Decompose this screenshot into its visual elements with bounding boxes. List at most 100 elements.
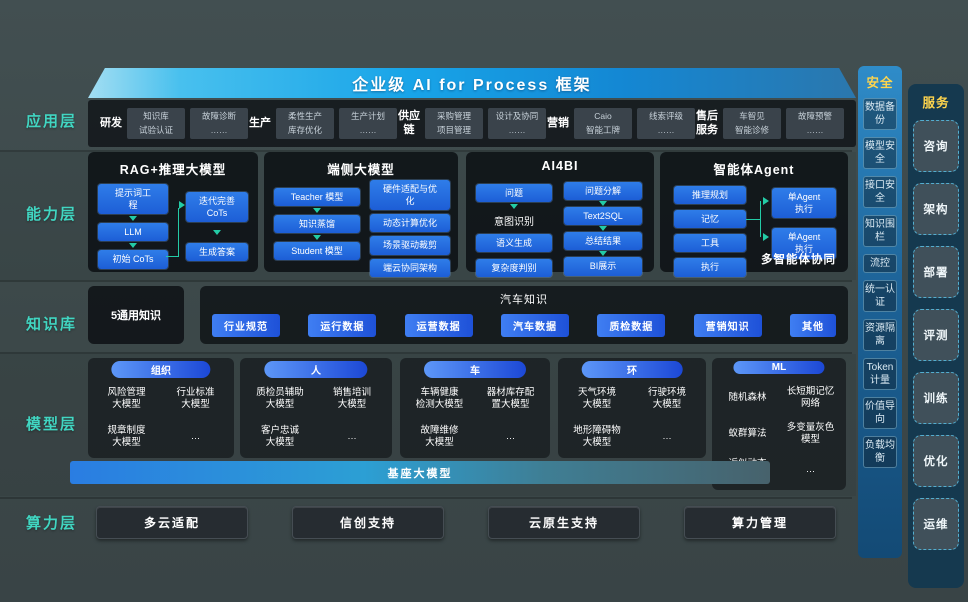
model-item: … xyxy=(805,463,816,475)
model-item: 行驶环境 大模型 xyxy=(647,386,686,410)
security-item: 模型安全 xyxy=(863,137,897,169)
cap-panel-edge-model: 端侧大模型 Teacher 模型 知识蒸馏 Student 模型 硬件适配与优 … xyxy=(264,152,458,277)
flow-box: 记忆 xyxy=(674,210,746,229)
service-header: 服务 xyxy=(922,96,950,110)
flow-box: 复杂度判别 xyxy=(476,259,552,278)
cap-panel-title: 端侧大模型 xyxy=(327,163,395,177)
model-item: 规章制度 大模型 xyxy=(107,424,146,448)
security-item: 价值导向 xyxy=(863,397,897,429)
app-group-name: 售后 服务 xyxy=(696,110,718,136)
arrow-down-icon xyxy=(313,208,321,214)
framework-title-banner: 企业级 AI for Process 框架 xyxy=(88,68,856,98)
arrow-down-icon xyxy=(599,201,607,207)
arrow-down-icon xyxy=(599,251,607,257)
model-group-organization: 组织 风险管理 大模型 行业标准 大模型 规章制度 大模型 … xyxy=(88,358,234,458)
app-feature-box: 故障诊断 …… xyxy=(190,108,248,139)
model-item: 随机森林 xyxy=(728,391,767,403)
ai4bi-left-column: 问题 意图识别 语义生成 复杂度判别 xyxy=(476,184,552,278)
cap-panel-rag: RAG+推理大模型 提示词工 程 LLM 初始 CoTs 迭代完善 CoTs 生… xyxy=(88,152,258,272)
service-item: 训练 xyxy=(913,372,959,424)
flow-box: 硬件适配与优 化 xyxy=(370,180,450,211)
app-group-supply-chain: 供应 链 采购管理 项目管理 设计及协同 …… xyxy=(398,108,546,139)
knowledge-pill: 行业规范 xyxy=(212,314,280,337)
model-item: 行业标准 大模型 xyxy=(176,386,215,410)
flow-box: 问题分解 xyxy=(564,182,642,201)
arrow-down-icon xyxy=(599,226,607,232)
service-item: 咨询 xyxy=(913,120,959,172)
knowledge-pill: 运营数据 xyxy=(404,314,473,337)
compute-button-xinchuang: 信创支持 xyxy=(292,506,444,539)
model-group-pill: 环 xyxy=(581,361,683,378)
knowledge-pill-row: 行业规范 运行数据 运营数据 汽车数据 质检数据 营销知识 其他 xyxy=(200,307,848,337)
knowledge-pill: 汽车数据 xyxy=(500,314,569,337)
base-model-label: 基座大模型 xyxy=(387,467,453,480)
service-item: 部署 xyxy=(913,246,959,298)
flow-box: 语义生成 xyxy=(476,234,552,253)
general-knowledge-label: 5通用知识 xyxy=(110,310,162,322)
security-item: 统一认证 xyxy=(863,280,897,312)
model-item: 地形障碍物 大模型 xyxy=(573,424,621,448)
flow-connector-line xyxy=(760,201,761,237)
layer-divider xyxy=(0,352,852,354)
model-item: 长短期记忆 网络 xyxy=(786,385,835,409)
rag-right-column: 迭代完善 CoTs 生成答案 xyxy=(186,192,248,262)
security-item: 资源隔离 xyxy=(863,319,897,351)
arrow-right-icon xyxy=(763,233,769,241)
general-knowledge-box: 5通用知识 xyxy=(88,286,184,344)
application-layer-panel: 研发 知识库 试验认证 故障诊断 …… 生产 柔性生产 库存优化 生产计划 ……… xyxy=(88,100,856,147)
auto-knowledge-panel: 汽车知识 行业规范 运行数据 运营数据 汽车数据 质检数据 营销知识 其他 xyxy=(200,286,848,344)
model-item: 质检员辅助 大模型 xyxy=(256,386,304,410)
app-group-name: 供应 链 xyxy=(398,110,420,136)
flow-box: 单Agent 执行 xyxy=(772,228,836,259)
flow-box: 迭代完善 CoTs xyxy=(186,192,248,223)
app-feature-box: 车智见 智能诊修 xyxy=(723,108,781,139)
model-item: … xyxy=(190,430,201,442)
model-item: 多变量灰色 模型 xyxy=(786,421,835,445)
agent-left-column: 推理规划 记忆 工具 执行 xyxy=(674,186,746,277)
layer-label-knowledge: 知识库 xyxy=(26,316,78,333)
arrow-down-icon xyxy=(129,243,137,249)
ai4bi-right-column: 问题分解 Text2SQL 总结结果 BI展示 xyxy=(564,182,642,276)
flow-box: 总结结果 xyxy=(564,232,642,251)
app-feature-box: 设计及协同 …… xyxy=(488,108,546,139)
model-item: 风险管理 大模型 xyxy=(107,386,146,410)
flow-connector-line xyxy=(746,219,760,220)
app-group-name: 研发 xyxy=(100,116,122,129)
service-item: 运维 xyxy=(913,498,959,550)
flow-box: 执行 xyxy=(674,258,746,277)
compute-button-multicloud: 多云适配 xyxy=(96,506,248,539)
app-group-name: 营销 xyxy=(547,116,569,129)
cap-panel-title: RAG+推理大模型 xyxy=(119,163,227,177)
base-model-bar: 基座大模型 xyxy=(70,461,770,484)
arrow-right-icon xyxy=(763,197,769,205)
security-item: Token计量 xyxy=(863,358,897,390)
knowledge-pill: 其他 xyxy=(789,314,836,337)
cap-panel-agent: 智能体Agent 推理规划 记忆 工具 执行 单Agent 执行 单Agent … xyxy=(660,152,848,277)
compute-button-management: 算力管理 xyxy=(684,506,836,539)
flow-box: 问题 xyxy=(476,184,552,203)
cap-panel-title: 智能体Agent xyxy=(713,163,795,177)
flow-box: 提示词工 程 xyxy=(98,184,168,215)
service-item: 优化 xyxy=(913,435,959,487)
flow-connector-line xyxy=(166,208,179,257)
flow-box: Teacher 模型 xyxy=(274,188,360,207)
app-group-rd: 研发 知识库 试验认证 故障诊断 …… xyxy=(100,108,248,139)
flow-box: 初始 CoTs xyxy=(98,250,168,269)
model-group-environment: 环 天气环境 大模型 行驶环境 大模型 地形障碍物 大模型 … xyxy=(558,358,706,458)
app-feature-box: 采购管理 项目管理 xyxy=(425,108,483,139)
security-item: 流控 xyxy=(863,254,897,273)
security-header: 安全 xyxy=(866,76,894,90)
model-group-pill: 人 xyxy=(264,361,368,378)
knowledge-pill: 运行数据 xyxy=(308,314,377,337)
security-item: 负载均衡 xyxy=(863,436,897,468)
flow-box: BI展示 xyxy=(564,257,642,276)
layer-label-model: 模型层 xyxy=(26,416,78,433)
layer-label-compute: 算力层 xyxy=(26,515,78,532)
app-feature-box: 线索评级 …… xyxy=(637,108,695,139)
compute-button-cloudnative: 云原生支持 xyxy=(488,506,640,539)
knowledge-pill: 营销知识 xyxy=(693,314,762,337)
model-group-pill: 组织 xyxy=(111,361,211,378)
model-item: 销售培训 大模型 xyxy=(332,386,371,410)
layer-divider xyxy=(0,497,852,499)
model-group-grid: 车辆健康 检测大模型 器材库存配 置大模型 故障维修 大模型 … xyxy=(404,382,546,454)
